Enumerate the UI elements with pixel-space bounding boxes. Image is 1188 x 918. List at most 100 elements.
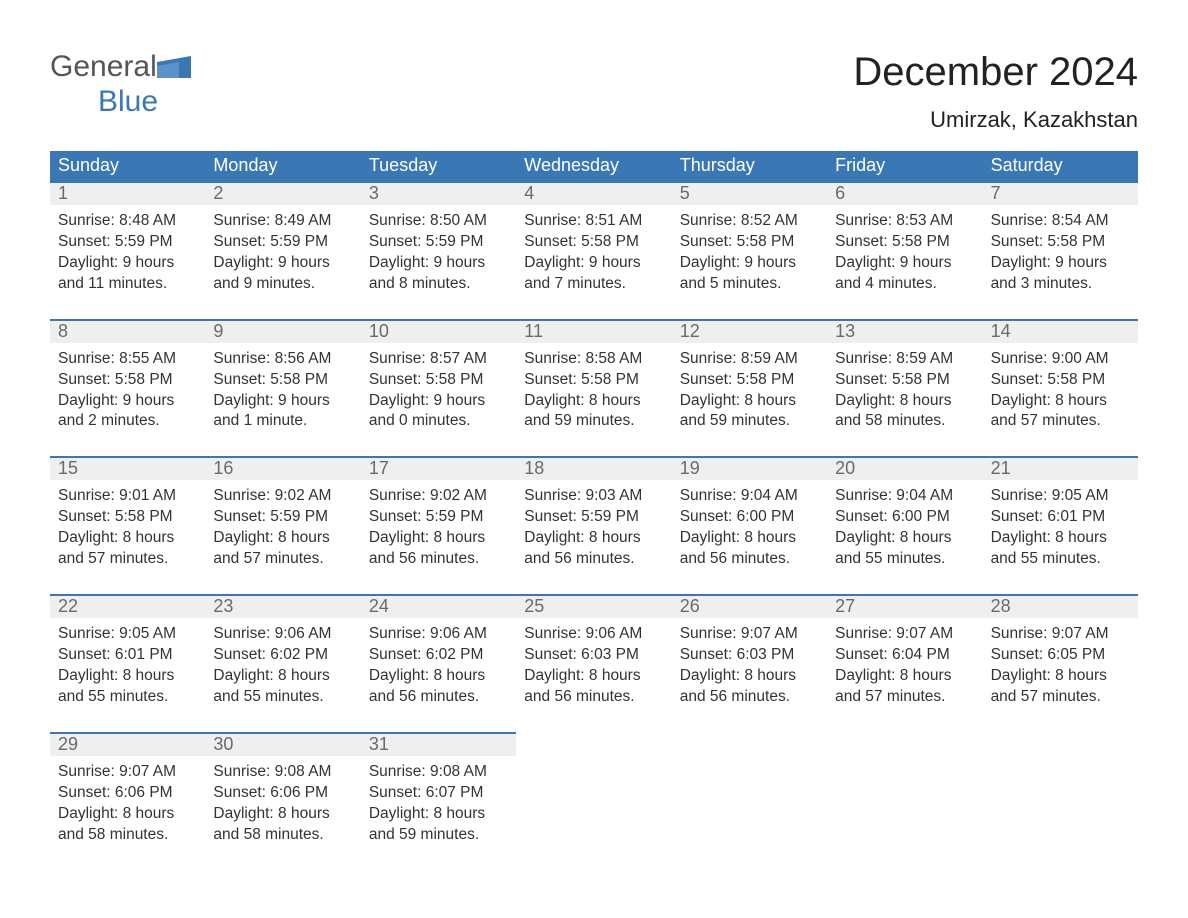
logo-text-general: General — [50, 50, 157, 83]
day-body: Sunrise: 9:06 AMSunset: 6:02 PMDaylight:… — [361, 618, 516, 708]
day-number: 18 — [516, 456, 671, 480]
day-dl1: Daylight: 9 hours — [369, 253, 508, 274]
day-dl2: and 58 minutes. — [58, 825, 197, 846]
day-sunset: Sunset: 5:58 PM — [213, 370, 352, 391]
day-cell: 28Sunrise: 9:07 AMSunset: 6:05 PMDayligh… — [983, 594, 1138, 732]
day-body: Sunrise: 8:56 AMSunset: 5:58 PMDaylight:… — [205, 343, 360, 433]
day-sunrise: Sunrise: 9:07 AM — [680, 624, 819, 645]
day-sunrise: Sunrise: 9:06 AM — [524, 624, 663, 645]
day-body: Sunrise: 8:55 AMSunset: 5:58 PMDaylight:… — [50, 343, 205, 433]
day-dl1: Daylight: 9 hours — [213, 253, 352, 274]
day-sunrise: Sunrise: 8:56 AM — [213, 349, 352, 370]
day-dl1: Daylight: 8 hours — [58, 804, 197, 825]
brand-logo: General Blue — [50, 50, 191, 118]
day-sunset: Sunset: 6:02 PM — [213, 645, 352, 666]
day-cell — [827, 732, 982, 870]
day-cell: 8Sunrise: 8:55 AMSunset: 5:58 PMDaylight… — [50, 319, 205, 457]
day-dl2: and 59 minutes. — [680, 411, 819, 432]
day-number: 11 — [516, 319, 671, 343]
day-body: Sunrise: 8:52 AMSunset: 5:58 PMDaylight:… — [672, 205, 827, 295]
day-body: Sunrise: 9:04 AMSunset: 6:00 PMDaylight:… — [672, 480, 827, 570]
day-sunset: Sunset: 5:59 PM — [524, 507, 663, 528]
day-number: 1 — [50, 181, 205, 205]
day-body: Sunrise: 9:07 AMSunset: 6:06 PMDaylight:… — [50, 756, 205, 846]
day-body: Sunrise: 9:07 AMSunset: 6:03 PMDaylight:… — [672, 618, 827, 708]
day-sunrise: Sunrise: 8:58 AM — [524, 349, 663, 370]
day-sunset: Sunset: 5:58 PM — [524, 232, 663, 253]
day-number: 31 — [361, 732, 516, 756]
day-dl2: and 57 minutes. — [991, 411, 1130, 432]
day-number: 12 — [672, 319, 827, 343]
day-body: Sunrise: 8:48 AMSunset: 5:59 PMDaylight:… — [50, 205, 205, 295]
day-cell: 27Sunrise: 9:07 AMSunset: 6:04 PMDayligh… — [827, 594, 982, 732]
day-cell: 30Sunrise: 9:08 AMSunset: 6:06 PMDayligh… — [205, 732, 360, 870]
day-number: 22 — [50, 594, 205, 618]
day-cell: 10Sunrise: 8:57 AMSunset: 5:58 PMDayligh… — [361, 319, 516, 457]
day-dl1: Daylight: 8 hours — [369, 804, 508, 825]
day-dl2: and 57 minutes. — [213, 549, 352, 570]
day-cell — [983, 732, 1138, 870]
day-sunset: Sunset: 6:00 PM — [680, 507, 819, 528]
day-sunset: Sunset: 5:58 PM — [524, 370, 663, 391]
day-sunset: Sunset: 6:04 PM — [835, 645, 974, 666]
day-sunset: Sunset: 6:03 PM — [524, 645, 663, 666]
day-dl1: Daylight: 8 hours — [58, 666, 197, 687]
day-sunset: Sunset: 5:59 PM — [369, 232, 508, 253]
day-number: 21 — [983, 456, 1138, 480]
day-sunrise: Sunrise: 8:57 AM — [369, 349, 508, 370]
day-sunset: Sunset: 5:59 PM — [369, 507, 508, 528]
day-dl1: Daylight: 8 hours — [680, 528, 819, 549]
day-body: Sunrise: 8:59 AMSunset: 5:58 PMDaylight:… — [827, 343, 982, 433]
day-sunrise: Sunrise: 9:08 AM — [213, 762, 352, 783]
weekday-header: Wednesday — [516, 151, 671, 181]
day-dl2: and 4 minutes. — [835, 274, 974, 295]
day-sunrise: Sunrise: 9:03 AM — [524, 486, 663, 507]
day-number: 28 — [983, 594, 1138, 618]
day-body: Sunrise: 8:49 AMSunset: 5:59 PMDaylight:… — [205, 205, 360, 295]
page-title: December 2024 — [853, 50, 1138, 95]
day-dl1: Daylight: 9 hours — [991, 253, 1130, 274]
day-dl2: and 1 minute. — [213, 411, 352, 432]
day-sunrise: Sunrise: 9:01 AM — [58, 486, 197, 507]
weekday-header: Friday — [827, 151, 982, 181]
day-body: Sunrise: 9:08 AMSunset: 6:06 PMDaylight:… — [205, 756, 360, 846]
day-number: 10 — [361, 319, 516, 343]
weekday-header: Monday — [205, 151, 360, 181]
day-dl1: Daylight: 9 hours — [680, 253, 819, 274]
day-cell: 7Sunrise: 8:54 AMSunset: 5:58 PMDaylight… — [983, 181, 1138, 319]
day-sunrise: Sunrise: 9:02 AM — [369, 486, 508, 507]
day-cell: 2Sunrise: 8:49 AMSunset: 5:59 PMDaylight… — [205, 181, 360, 319]
day-cell: 24Sunrise: 9:06 AMSunset: 6:02 PMDayligh… — [361, 594, 516, 732]
day-number: 29 — [50, 732, 205, 756]
day-sunset: Sunset: 6:03 PM — [680, 645, 819, 666]
day-dl2: and 2 minutes. — [58, 411, 197, 432]
day-number: 8 — [50, 319, 205, 343]
day-body: Sunrise: 8:54 AMSunset: 5:58 PMDaylight:… — [983, 205, 1138, 295]
day-sunset: Sunset: 5:58 PM — [369, 370, 508, 391]
day-number: 20 — [827, 456, 982, 480]
day-sunset: Sunset: 5:58 PM — [680, 370, 819, 391]
day-sunset: Sunset: 6:00 PM — [835, 507, 974, 528]
day-body: Sunrise: 9:07 AMSunset: 6:05 PMDaylight:… — [983, 618, 1138, 708]
day-body: Sunrise: 8:53 AMSunset: 5:58 PMDaylight:… — [827, 205, 982, 295]
day-dl2: and 56 minutes. — [369, 549, 508, 570]
day-body: Sunrise: 9:06 AMSunset: 6:02 PMDaylight:… — [205, 618, 360, 708]
day-sunrise: Sunrise: 9:00 AM — [991, 349, 1130, 370]
day-cell: 19Sunrise: 9:04 AMSunset: 6:00 PMDayligh… — [672, 456, 827, 594]
day-sunset: Sunset: 5:59 PM — [213, 507, 352, 528]
day-cell: 22Sunrise: 9:05 AMSunset: 6:01 PMDayligh… — [50, 594, 205, 732]
day-sunrise: Sunrise: 8:50 AM — [369, 211, 508, 232]
day-number: 15 — [50, 456, 205, 480]
day-dl1: Daylight: 8 hours — [835, 391, 974, 412]
day-dl2: and 59 minutes. — [369, 825, 508, 846]
day-sunrise: Sunrise: 9:06 AM — [213, 624, 352, 645]
day-number: 17 — [361, 456, 516, 480]
day-dl1: Daylight: 8 hours — [213, 804, 352, 825]
day-dl1: Daylight: 8 hours — [524, 391, 663, 412]
day-sunset: Sunset: 6:01 PM — [58, 645, 197, 666]
day-body: Sunrise: 9:03 AMSunset: 5:59 PMDaylight:… — [516, 480, 671, 570]
day-dl2: and 55 minutes. — [991, 549, 1130, 570]
day-body: Sunrise: 8:50 AMSunset: 5:59 PMDaylight:… — [361, 205, 516, 295]
day-body: Sunrise: 9:05 AMSunset: 6:01 PMDaylight:… — [983, 480, 1138, 570]
day-body: Sunrise: 9:04 AMSunset: 6:00 PMDaylight:… — [827, 480, 982, 570]
